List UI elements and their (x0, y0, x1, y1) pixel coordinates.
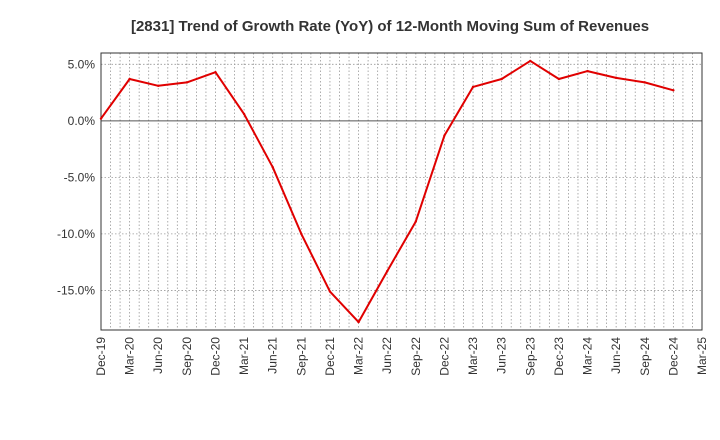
x-tick-label: Dec-24 (666, 337, 680, 376)
x-tick-label: Sep-22 (409, 337, 423, 376)
data-point (99, 117, 103, 120)
x-tick-label: Mar-21 (237, 337, 251, 375)
grid (100, 53, 703, 330)
x-tick-label: Mar-23 (466, 337, 480, 375)
x-tick-label: Sep-21 (294, 337, 308, 376)
y-tick-label: -5.0% (64, 170, 96, 184)
data-point (586, 69, 589, 73)
data-point (357, 320, 360, 324)
x-tick-label: Dec-19 (94, 337, 108, 376)
data-point (672, 89, 675, 92)
x-tick-label: Jun-23 (495, 337, 509, 374)
x-tick-label: Dec-20 (208, 337, 222, 376)
plot-area (100, 52, 703, 331)
x-tick-label: Dec-22 (437, 337, 451, 376)
y-tick-label: -10.0% (57, 227, 95, 241)
data-point (157, 84, 160, 87)
data-point (443, 134, 446, 137)
data-point (385, 270, 389, 273)
data-point (300, 232, 303, 236)
y-tick-label: -15.0% (57, 283, 95, 297)
y-axis: 5.0% 0.0% -5.0% -10.0% -15.0% (57, 57, 95, 297)
x-tick-label: Sep-24 (638, 337, 652, 376)
x-tick-label: Sep-20 (180, 337, 194, 376)
x-tick-label: Dec-23 (552, 337, 566, 376)
data-point (214, 71, 217, 74)
x-tick-label: Dec-21 (323, 337, 337, 376)
x-tick-label: Jun-24 (609, 337, 623, 374)
data-point (643, 81, 646, 84)
y-tick-label: 5.0% (68, 57, 96, 71)
data-point (500, 77, 503, 81)
data-point (185, 81, 189, 84)
chart-title: [2831] Trend of Growth Rate (YoY) of 12-… (131, 18, 649, 35)
data-point (529, 59, 532, 63)
data-point (414, 220, 418, 223)
x-tick-label: Jun-20 (151, 337, 165, 374)
series-line (100, 59, 674, 324)
x-tick-label: Sep-23 (523, 337, 537, 376)
data-point (557, 77, 561, 81)
y-tick-label: 0.0% (68, 114, 96, 128)
x-axis: Dec-19 Mar-20 Jun-20 Sep-20 Dec-20 Mar-21 Jun-… (94, 337, 709, 376)
data-point (242, 112, 246, 116)
series-group (99, 59, 675, 324)
x-tick-label: Mar-22 (352, 337, 366, 375)
x-tick-label: Jun-21 (266, 337, 280, 374)
data-point (328, 290, 332, 293)
x-tick-label: Mar-20 (123, 337, 137, 375)
x-tick-label: Mar-24 (581, 337, 595, 375)
data-point (471, 85, 475, 89)
x-tick-label: Jun-22 (380, 337, 394, 374)
x-tick-label: Mar-25 (695, 337, 709, 375)
data-point (128, 77, 131, 81)
data-point (614, 76, 618, 80)
data-point (271, 165, 274, 169)
